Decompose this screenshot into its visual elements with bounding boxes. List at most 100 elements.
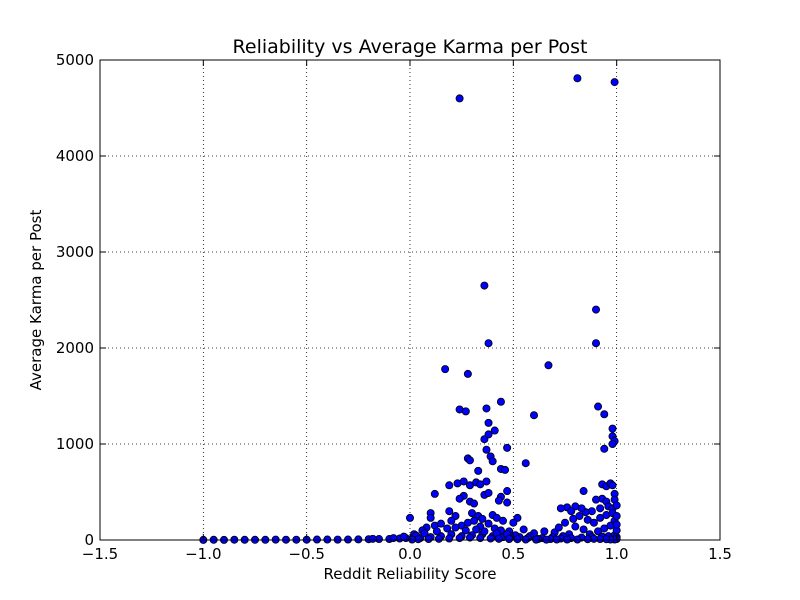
scatter-point <box>573 74 582 83</box>
scatter-point <box>589 518 598 527</box>
scatter-point <box>596 504 605 513</box>
scatter-point <box>445 507 454 516</box>
scatter-point <box>455 534 464 543</box>
scatter-point <box>496 397 505 406</box>
scatter-point <box>424 535 433 544</box>
x-tick-label: 0.0 <box>398 545 422 563</box>
scatter-point <box>478 514 487 523</box>
scatter-point <box>472 525 481 534</box>
y-axis-label: Average Karma per Post <box>27 210 45 391</box>
scatter-point <box>600 444 609 453</box>
scatter-point <box>436 519 445 528</box>
scatter-point <box>484 418 493 427</box>
scatter-point <box>455 494 464 503</box>
scatter-point <box>554 523 563 532</box>
scatter-point <box>594 402 603 411</box>
scatter-point <box>482 404 491 413</box>
scatter-point <box>476 480 485 489</box>
scatter-point <box>610 78 619 87</box>
scatter-point <box>503 487 512 496</box>
scatter-point <box>503 498 512 507</box>
scatter-point <box>484 519 493 528</box>
scatter-point <box>608 439 617 448</box>
x-tick-label: 0.5 <box>501 545 525 563</box>
scatter-point <box>575 512 584 521</box>
scatter-point <box>513 535 522 544</box>
scatter-point <box>368 534 377 543</box>
scatter-point <box>420 529 429 538</box>
scatter-point <box>474 466 483 475</box>
y-tick-label: 3000 <box>56 243 94 261</box>
x-tick-label: −1.0 <box>185 545 221 563</box>
scatter-point <box>567 507 576 516</box>
scatter-point <box>486 534 495 543</box>
scatter-point <box>579 525 588 534</box>
scatter-point <box>455 94 464 103</box>
scatter-point <box>399 532 408 541</box>
scatter-point <box>465 456 474 465</box>
x-tick-label: −1.5 <box>82 545 118 563</box>
scatter-point <box>488 457 497 466</box>
scatter-point <box>556 504 565 513</box>
scatter-point <box>592 495 601 504</box>
scatter-point <box>608 424 617 433</box>
scatter-point <box>470 516 479 525</box>
scatter-point <box>432 527 441 536</box>
y-tick-label: 1000 <box>56 435 94 453</box>
scatter-point <box>484 339 493 348</box>
scatter-point <box>426 513 435 522</box>
scatter-point <box>441 365 450 374</box>
axis-ticks: −1.5 −1.0 −0.5 0.0 0.5 1.0 1.5 0 1000 2000 3000 400… <box>56 51 732 563</box>
scatter-point <box>443 524 452 533</box>
scatter-point <box>612 512 621 521</box>
scatter-point <box>459 477 468 486</box>
scatter-point <box>494 534 503 543</box>
x-axis-label: Reddit Reliability Score <box>324 565 497 583</box>
scatter-point <box>405 513 414 522</box>
y-tick-label: 4000 <box>56 147 94 165</box>
y-tick-label: 5000 <box>56 51 94 69</box>
scatter-point <box>465 533 474 542</box>
scatter-point <box>592 339 601 348</box>
scatter-point <box>354 535 363 544</box>
scatter-point <box>612 501 621 510</box>
scatter-point <box>447 516 456 525</box>
scatter-point <box>521 459 530 468</box>
scatter-point <box>592 305 601 314</box>
scatter-point <box>540 527 549 536</box>
y-tick-label: 0 <box>84 531 94 549</box>
scatter-point <box>484 488 493 497</box>
scatter-point <box>470 499 479 508</box>
scatter-point <box>561 518 570 527</box>
scatter-point <box>594 527 603 536</box>
scatter-point <box>445 481 454 490</box>
scatter-point <box>482 445 491 454</box>
scatter-point <box>530 411 539 420</box>
chart-title: Reliability vs Average Karma per Post <box>233 36 588 58</box>
scatter-point <box>480 527 489 536</box>
scatter-point <box>494 496 503 505</box>
scatter-point <box>490 426 499 435</box>
scatter-point <box>503 443 512 452</box>
scatter-points <box>199 74 621 544</box>
scatter-point <box>583 535 592 544</box>
scatter-point <box>463 369 472 378</box>
grid-lines <box>100 60 720 540</box>
scatter-point <box>612 520 621 529</box>
scatter-point <box>608 481 617 490</box>
scatter-point <box>519 525 528 534</box>
scatter-point <box>501 465 510 474</box>
scatter-point <box>484 430 493 439</box>
scatter-point <box>579 487 588 496</box>
scatter-point <box>498 516 507 525</box>
scatter-point <box>480 281 489 290</box>
scatter-point <box>430 489 439 498</box>
scatter-point <box>571 522 580 531</box>
scatter-point <box>461 526 470 535</box>
scatter-point <box>600 410 609 419</box>
scatter-point <box>544 361 553 370</box>
x-tick-label: −0.5 <box>288 545 324 563</box>
x-tick-label: 1.0 <box>605 545 629 563</box>
scatter-point <box>434 534 443 543</box>
